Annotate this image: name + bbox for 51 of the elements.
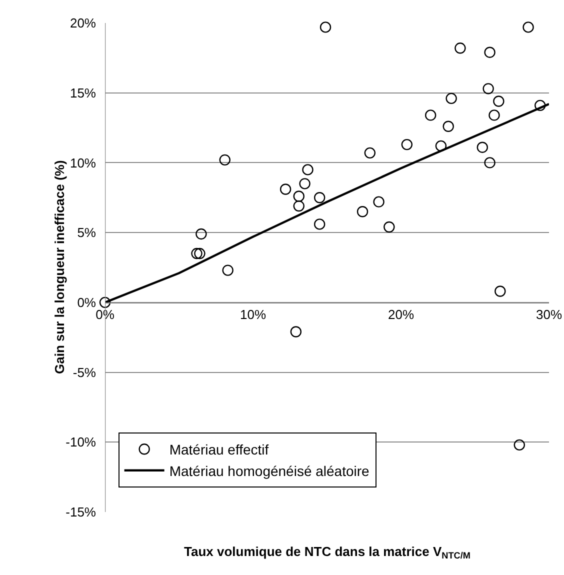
- point: [384, 221, 395, 233]
- point: [99, 296, 111, 308]
- y-axis-title: Gain sur la longueur inefficace (%): [52, 160, 67, 374]
- point: [293, 200, 304, 212]
- point: [219, 154, 230, 166]
- x-tick-label: 0%: [96, 307, 115, 322]
- point: [356, 206, 368, 218]
- y-tick-label: 15%: [70, 85, 96, 100]
- point: [314, 218, 326, 230]
- point: [493, 96, 504, 107]
- legend-label: Matériau effectif: [169, 442, 269, 458]
- point: [442, 120, 454, 132]
- y-tick-label: 10%: [70, 155, 96, 170]
- point: [280, 184, 292, 195]
- point: [476, 142, 488, 153]
- point: [534, 100, 546, 112]
- point: [484, 46, 496, 58]
- x-tick-label: 30%: [536, 307, 562, 322]
- point: [314, 192, 326, 204]
- point: [514, 439, 525, 451]
- y-tick-label: 20%: [70, 16, 96, 31]
- y-tick-label: -15%: [66, 504, 96, 520]
- point: [446, 92, 457, 104]
- point: [290, 326, 302, 338]
- point: [364, 147, 376, 159]
- point: [222, 264, 234, 276]
- point: [401, 138, 413, 150]
- point: [435, 140, 447, 152]
- y-tick-label: -5%: [72, 364, 96, 380]
- point: [196, 228, 207, 240]
- point: [454, 42, 466, 54]
- point: [191, 248, 202, 260]
- y-tick-label: -10%: [66, 434, 96, 450]
- point: [494, 286, 506, 297]
- y-tick-label: 5%: [77, 225, 96, 240]
- legend-label: Matériau homogénéisé aléatoire: [169, 462, 370, 479]
- point: [302, 164, 314, 176]
- x-tick-label: 20%: [388, 307, 414, 322]
- point: [320, 22, 332, 33]
- point: [373, 196, 384, 208]
- point: [293, 190, 304, 202]
- point: [299, 178, 310, 190]
- point: [482, 83, 494, 94]
- point: [522, 22, 534, 33]
- point: [194, 248, 206, 260]
- y-tick-label: 0%: [77, 294, 96, 310]
- point: [488, 110, 500, 121]
- x-tick-label: 10%: [240, 307, 266, 322]
- point: [484, 157, 496, 168]
- x-axis-title: Taux volumique de NTC dans la matrice V$_{NTC/M}$: [184, 544, 470, 561]
- point: [425, 110, 436, 121]
